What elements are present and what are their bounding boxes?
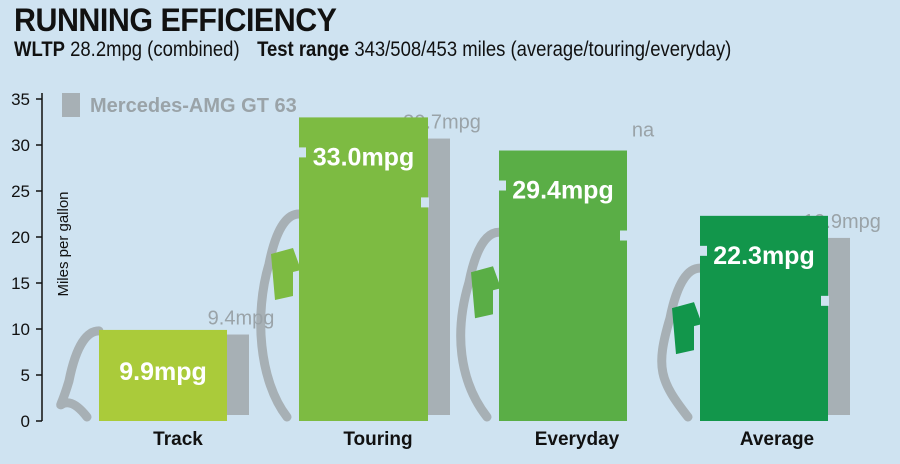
x-category-label: Everyday bbox=[535, 429, 620, 450]
y-tick-label: 25 bbox=[11, 182, 30, 201]
comparison-bar bbox=[225, 334, 249, 415]
main-value-label: 22.3mpg bbox=[713, 242, 814, 270]
wltp-value: 28.2mpg (combined) bbox=[70, 38, 240, 61]
legend-swatch bbox=[62, 93, 80, 117]
main-bar bbox=[499, 150, 627, 421]
y-tick-label: 0 bbox=[21, 412, 30, 431]
pump-illustrations bbox=[56, 209, 705, 422]
range-value: 343/508/453 miles (average/touring/every… bbox=[354, 38, 732, 61]
y-tick-label: 30 bbox=[11, 136, 30, 155]
bar-notch bbox=[298, 147, 306, 158]
comparison-value-label: 9.4mpg bbox=[208, 308, 275, 330]
legend: Mercedes-AMG GT 63 bbox=[62, 93, 297, 117]
chart-title: RUNNING EFFICIENCY bbox=[14, 2, 337, 38]
y-tick-label: 15 bbox=[11, 274, 30, 293]
main-bar bbox=[299, 117, 428, 422]
range-label: Test range bbox=[257, 38, 350, 61]
x-axis-categories: Track Touring Everyday Average bbox=[153, 429, 814, 450]
bar-notch bbox=[421, 197, 429, 208]
main-bar bbox=[99, 329, 227, 421]
wltp-label: WLTP bbox=[14, 38, 65, 61]
bar-notch bbox=[821, 295, 829, 306]
bar-notch bbox=[620, 230, 628, 241]
comparison-value-label: na bbox=[632, 120, 655, 142]
main-value-label: 9.9mpg bbox=[119, 358, 207, 386]
x-category-label: Average bbox=[740, 429, 814, 450]
pump-nozzle-icon bbox=[471, 266, 501, 319]
pump-hose bbox=[256, 209, 304, 422]
main-value-label: 29.4mpg bbox=[512, 177, 613, 205]
comparison-bar bbox=[826, 237, 850, 415]
main-value-label: 33.0mpg bbox=[313, 143, 414, 171]
y-tick-label: 10 bbox=[11, 320, 30, 339]
bars: 9.4mpg9.9mpg30.7mpg33.0mpgna29.4mpg19.9m… bbox=[99, 112, 881, 422]
y-axis-label: Miles per gallon bbox=[55, 191, 72, 296]
x-category-label: Track bbox=[153, 429, 203, 450]
y-tick-label: 20 bbox=[11, 228, 30, 247]
y-axis: 0 5 10 15 20 25 30 35 bbox=[11, 90, 43, 431]
bar-notch bbox=[699, 245, 707, 256]
y-tick-label: 35 bbox=[11, 90, 30, 109]
pump-hose bbox=[657, 263, 705, 422]
y-tick-label: 5 bbox=[21, 366, 30, 385]
x-category-label: Touring bbox=[343, 429, 412, 450]
comparison-bar bbox=[426, 138, 450, 415]
pump-nozzle-icon bbox=[672, 302, 702, 355]
chart-subtitle: WLTP 28.2mpg (combined) Test range 343/5… bbox=[14, 38, 731, 62]
pump-nozzle-icon bbox=[271, 248, 301, 301]
pump-hose bbox=[56, 326, 104, 422]
main-bar bbox=[700, 215, 828, 421]
legend-label: Mercedes-AMG GT 63 bbox=[90, 95, 297, 117]
pump-hose bbox=[456, 227, 504, 422]
bar-notch bbox=[498, 180, 506, 191]
